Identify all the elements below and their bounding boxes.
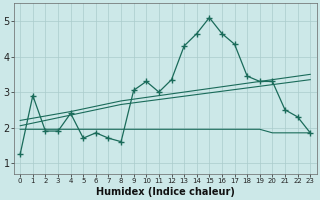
X-axis label: Humidex (Indice chaleur): Humidex (Indice chaleur) <box>96 187 235 197</box>
